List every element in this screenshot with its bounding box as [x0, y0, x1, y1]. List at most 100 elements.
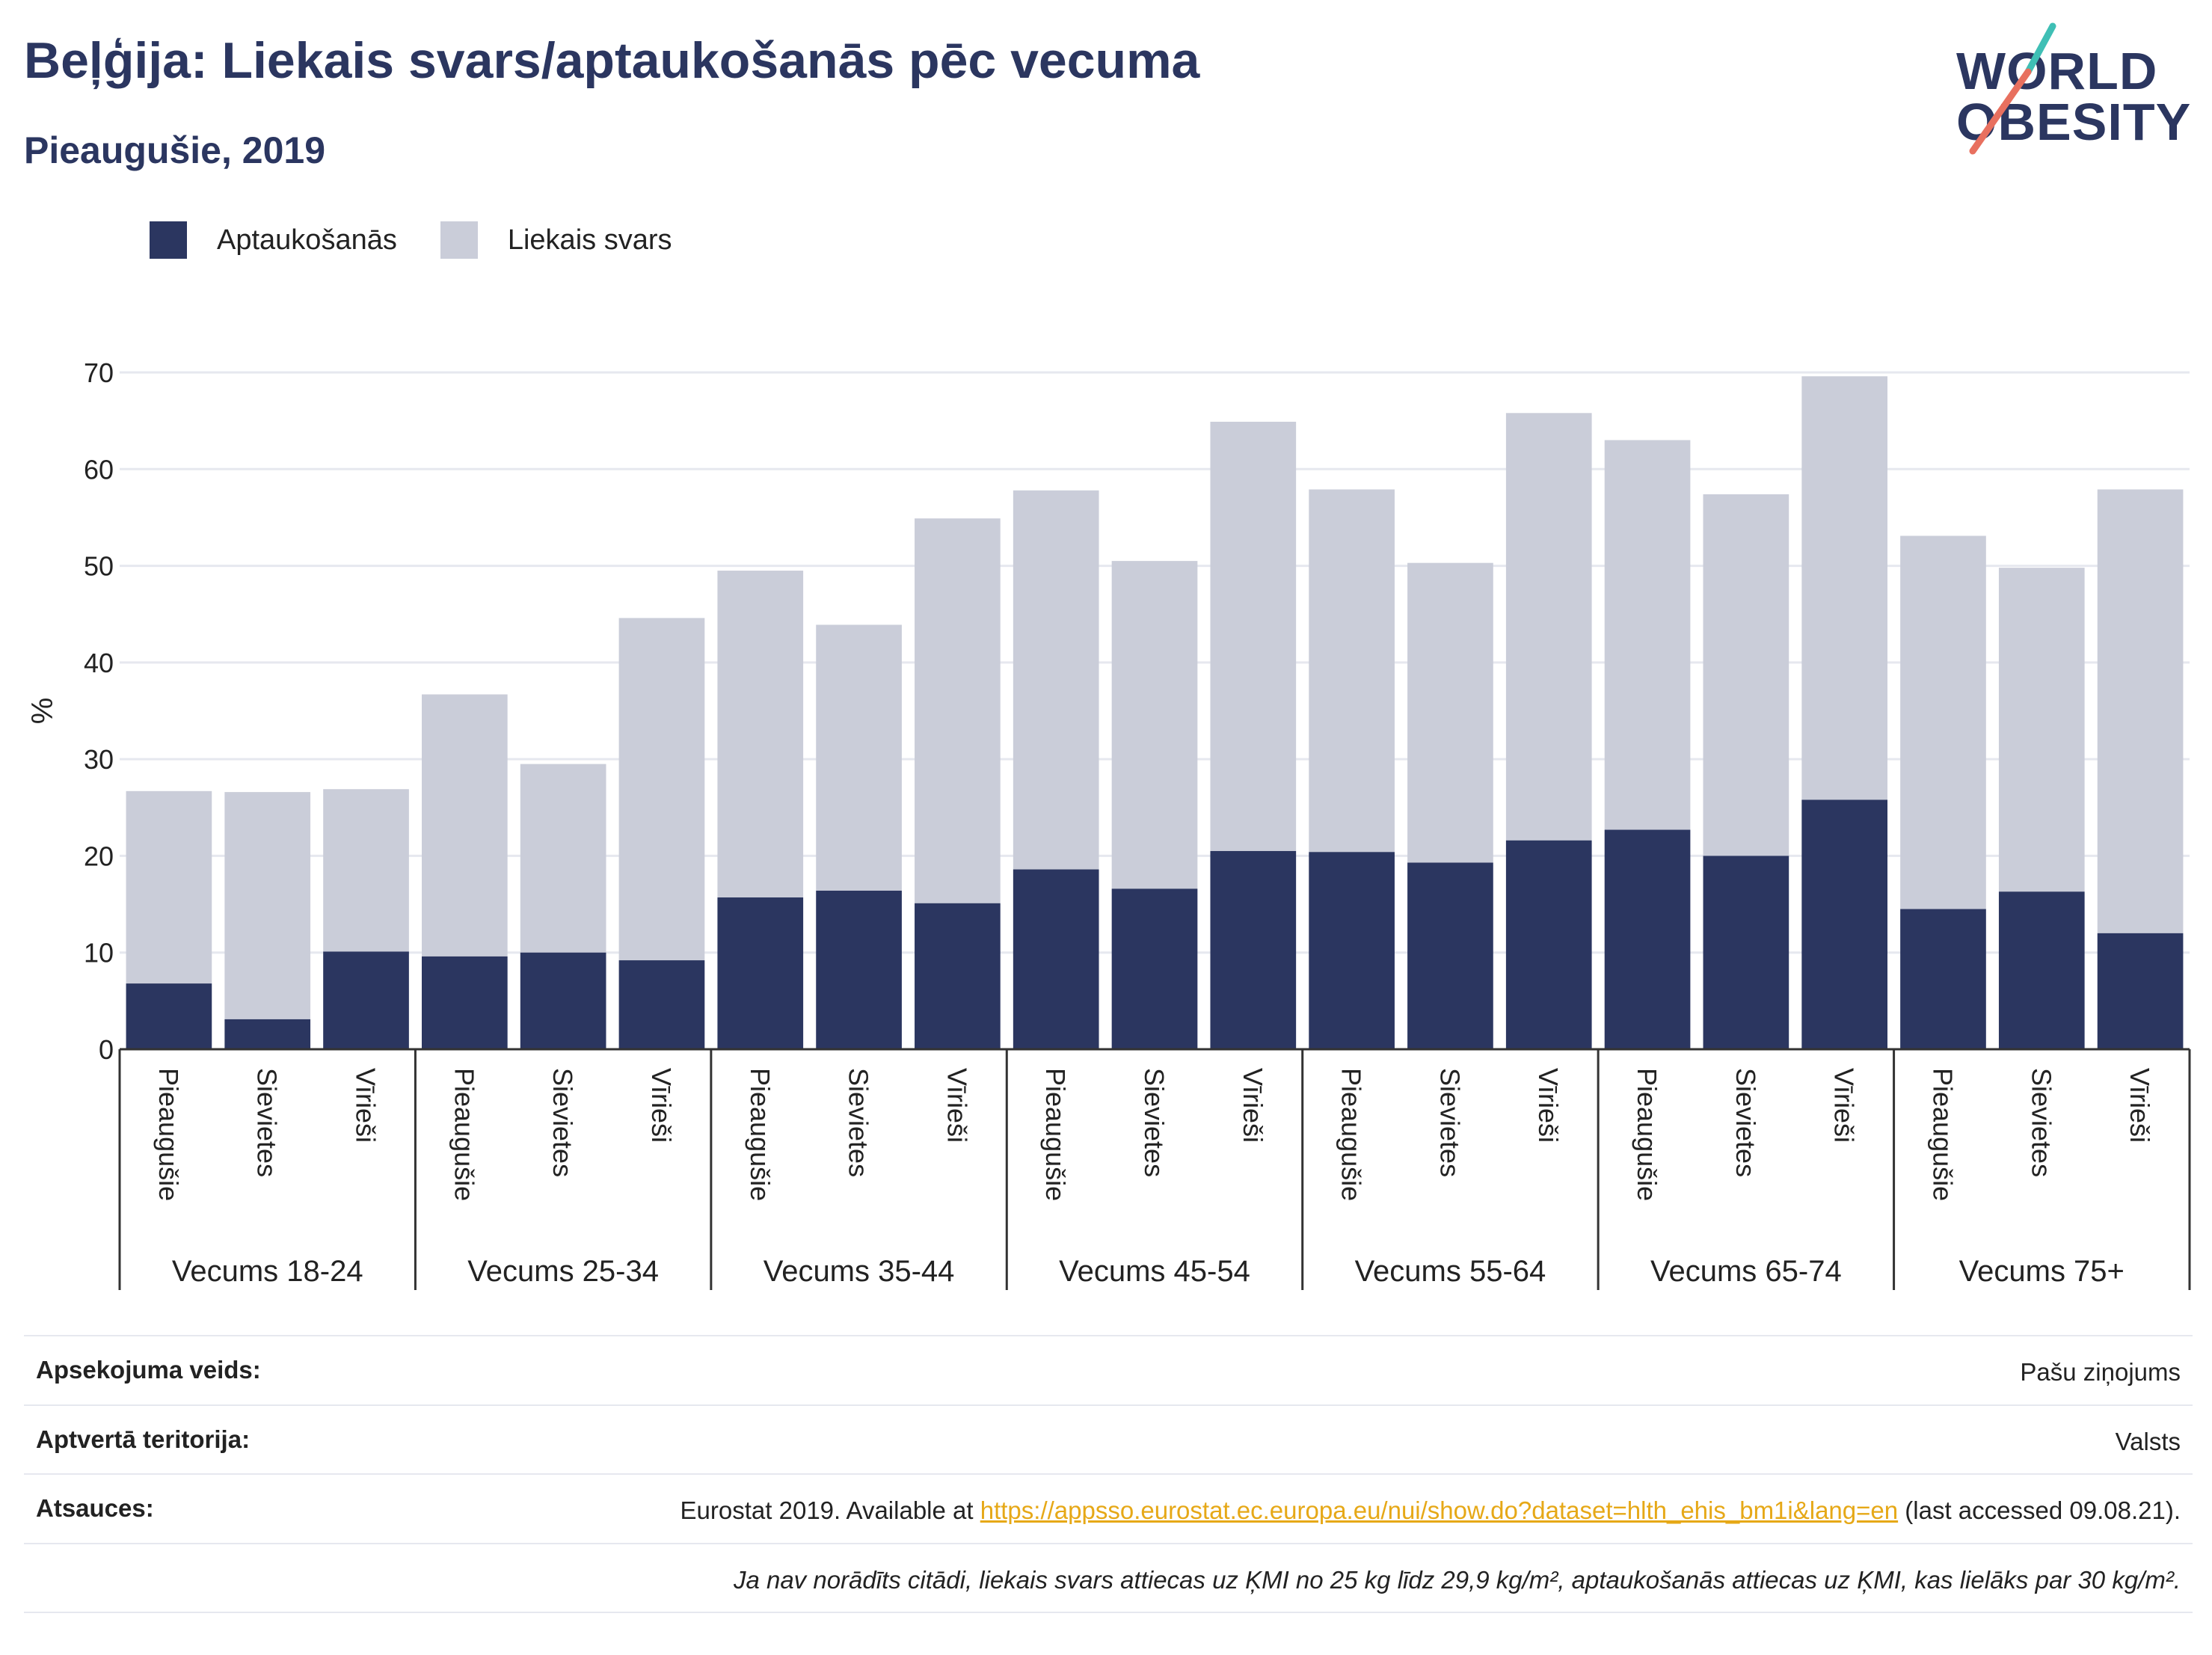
bar-obesity	[1604, 829, 1691, 1049]
eurostat-link[interactable]: https://appsso.eurostat.ec.europa.eu/nui…	[980, 1496, 1899, 1525]
y-tick-label: 50	[84, 551, 114, 582]
x-tick-label: Pieaugušie	[1927, 1068, 1958, 1201]
legend-swatch-obesity	[150, 221, 187, 259]
group-label: Vecums 25-34	[467, 1255, 659, 1288]
x-tick-label: Pieaugušie	[153, 1068, 184, 1201]
bar-overweight	[1801, 376, 1888, 800]
bar-obesity	[1013, 869, 1099, 1049]
bar-overweight	[717, 571, 804, 898]
y-tick-label: 20	[84, 841, 114, 871]
bar-overweight	[1900, 535, 1986, 909]
bar-overweight	[126, 790, 212, 984]
info-row-references: Atsauces: Eurostat 2019. Available at ht…	[24, 1473, 2193, 1543]
x-tick-label: Sievietes	[1139, 1068, 1170, 1177]
bar-overweight	[1703, 494, 1789, 856]
survey-type-label: Apsekojuma veids:	[36, 1356, 261, 1384]
bar-overweight	[1505, 413, 1592, 841]
references-label: Atsauces:	[36, 1494, 154, 1523]
bar-overweight	[816, 624, 902, 891]
x-tick-label: Pieaugušie	[1336, 1068, 1367, 1201]
group-label: Vecums 55-64	[1355, 1255, 1546, 1288]
x-tick-label: Pieaugušie	[449, 1068, 479, 1201]
stacked-bar-chart: 0 10 20 30 40 50 60 70% Pieaugušie Sievietes Vīrie…	[26, 357, 2191, 1290]
group-label: Vecums 45-54	[1059, 1255, 1250, 1288]
y-tick-label: 70	[84, 357, 114, 388]
bar-obesity	[126, 983, 212, 1049]
y-axis-label: %	[26, 698, 59, 725]
x-tick-label: Pieaugušie	[1040, 1068, 1071, 1201]
bar-obesity	[1111, 888, 1198, 1049]
bar-overweight	[1998, 568, 2085, 892]
y-tick-label: 30	[84, 744, 114, 775]
bar-obesity	[1309, 852, 1395, 1049]
y-tick-label: 10	[84, 938, 114, 968]
group-label: Vecums 75+	[1959, 1255, 2125, 1288]
bar-obesity	[915, 903, 1001, 1049]
bar-overweight	[323, 789, 409, 952]
x-tick-label: Pieaugušie	[745, 1068, 775, 1201]
bar-overweight	[1111, 561, 1198, 889]
x-tick-label: Vīrieši	[1829, 1068, 1860, 1143]
bar-obesity	[618, 960, 705, 1049]
legend-swatch-overweight	[440, 221, 478, 259]
x-tick-label: Sievietes	[547, 1068, 578, 1177]
chart-title: Beļģija: Liekais svars/aptaukošanās pēc …	[24, 32, 1200, 89]
coverage-value: Valsts	[2115, 1427, 2181, 1455]
coverage-label: Aptvertā teritorija:	[36, 1425, 251, 1453]
x-tick-label: Vīrieši	[351, 1068, 381, 1143]
x-tick-label: Vīrieši	[646, 1068, 677, 1143]
references-prefix: Eurostat 2019. Available at	[680, 1496, 980, 1525]
bar-obesity	[421, 956, 508, 1049]
info-row-survey-type: Apsekojuma veids: Pašu ziņojums	[24, 1335, 2193, 1404]
x-tick-label: Vīrieši	[1533, 1068, 1564, 1143]
group-label: Vecums 65-74	[1650, 1255, 1842, 1288]
bar-overweight	[618, 618, 705, 961]
bar-overweight	[421, 694, 508, 957]
definition-note: Ja nav norādīts citādi, liekais svars at…	[733, 1565, 2181, 1594]
bar-overweight	[1604, 440, 1691, 830]
group-label: Vecums 18-24	[172, 1255, 363, 1288]
bar-obesity	[1900, 909, 1986, 1049]
bar-overweight	[1210, 421, 1297, 851]
bar-overweight	[1013, 490, 1099, 870]
bar-obesity	[520, 952, 606, 1049]
x-tick-label: Sievietes	[2026, 1068, 2056, 1177]
bar-obesity	[2097, 933, 2184, 1049]
logo-text-world: WORLD	[1956, 42, 2158, 100]
logo-slash-icon	[1969, 22, 2056, 155]
info-table: Apsekojuma veids: Pašu ziņojums Aptvertā…	[24, 1335, 2193, 1614]
bar-overweight	[520, 764, 606, 953]
y-tick-label: 0	[99, 1034, 114, 1065]
bar-overweight	[1309, 489, 1395, 853]
chart-subtitle: Pieaugušie, 2019	[24, 129, 326, 171]
info-row-definition-note: Ja nav norādīts citādi, liekais svars at…	[24, 1542, 2193, 1614]
bar-obesity	[1703, 856, 1789, 1049]
bar-obesity	[816, 890, 902, 1049]
x-tick-label: Vīrieši	[2125, 1068, 2155, 1143]
x-tick-label: Vīrieši	[941, 1068, 972, 1143]
survey-type-value: Pašu ziņojums	[2020, 1358, 2181, 1386]
y-tick-label: 60	[84, 454, 114, 485]
x-tick-label: Sievietes	[252, 1068, 283, 1177]
references-value: Eurostat 2019. Available at https://apps…	[681, 1494, 2181, 1528]
bar-overweight	[915, 518, 1001, 903]
bar-obesity	[1407, 862, 1493, 1049]
references-suffix: (last accessed 09.08.21).	[1898, 1496, 2181, 1525]
bar-obesity	[1505, 840, 1592, 1049]
bar-overweight	[1407, 562, 1493, 863]
legend-label-obesity: Aptaukošanās	[217, 224, 397, 256]
x-tick-label: Sievietes	[1730, 1068, 1761, 1177]
bar-obesity	[323, 951, 409, 1049]
x-tick-label: Vīrieši	[1238, 1068, 1268, 1143]
bar-obesity	[1801, 799, 1888, 1049]
x-tick-label: Sievietes	[844, 1068, 874, 1177]
x-tick-label: Sievietes	[1434, 1068, 1465, 1177]
bar-obesity	[717, 897, 804, 1049]
info-row-coverage: Aptvertā teritorija: Valsts	[24, 1404, 2193, 1474]
bar-obesity	[1210, 850, 1297, 1049]
legend-label-overweight: Liekais svars	[507, 224, 672, 256]
bar-obesity	[224, 1019, 311, 1049]
bar-obesity	[1998, 891, 2085, 1049]
legend-item-obesity: Aptaukošanās	[150, 221, 397, 259]
x-tick-label: Pieaugušie	[1632, 1068, 1662, 1201]
